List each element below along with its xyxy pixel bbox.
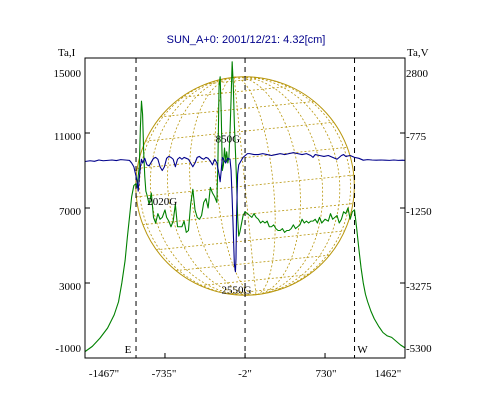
field-annotation: 2020G	[147, 196, 177, 208]
right-tick-labels: 2800 -775 -1250 -3275 -5300	[406, 68, 432, 355]
right-tick-label: -775	[406, 131, 427, 143]
annotations: 850G 2020G 2550G	[147, 133, 251, 296]
latitude-line	[227, 287, 284, 295]
left-tick-label: 7000	[59, 206, 82, 218]
field-annotation: 2550G	[222, 284, 252, 296]
x-tick-label: -2"	[238, 368, 252, 380]
right-axis-label: Ta,V	[407, 47, 429, 59]
left-tick-label: -1000	[55, 343, 81, 355]
left-tick-labels: 15000 11000 7000 3000 -1000	[54, 68, 82, 355]
right-tick-label: -3275	[406, 281, 432, 293]
latitude-line	[175, 254, 330, 271]
x-tick-labels: -1467" -735" -2" 730" 1462"	[89, 368, 401, 380]
left-tick-label: 11000	[54, 131, 82, 143]
x-tick-label: 1462"	[375, 368, 402, 380]
longitude-line	[234, 76, 276, 296]
longitude-line	[139, 76, 256, 296]
left-tick-label: 3000	[59, 281, 82, 293]
right-tick-label: -5300	[406, 343, 432, 355]
right-tick-label: 2800	[406, 68, 429, 80]
limb-marker-label: E	[125, 344, 132, 356]
x-tick-label: 730"	[316, 368, 337, 380]
series-line-green	[84, 61, 406, 353]
field-annotation: 850G	[216, 133, 241, 145]
chart-title: SUN_A+0: 2001/12/21: 4.32[cm]	[167, 34, 326, 46]
longitude-line	[234, 76, 301, 296]
longitude-line	[189, 76, 256, 296]
plot-frame	[84, 57, 406, 359]
x-tick-label: -1467"	[89, 368, 119, 380]
longitude-line	[234, 76, 341, 296]
limb-marker-label: W	[357, 344, 368, 356]
longitude-line	[167, 76, 256, 296]
latitude-line	[206, 77, 263, 85]
x-tick-label: -735"	[152, 368, 177, 380]
longitude-line	[234, 76, 324, 296]
left-tick-label: 15000	[54, 68, 82, 80]
longitude-line	[234, 76, 351, 296]
left-axis-label: Ta,I	[58, 47, 76, 59]
series-lines	[84, 61, 406, 353]
series-line-blue	[84, 152, 406, 273]
latitude-line	[145, 121, 334, 142]
right-tick-label: -1250	[406, 206, 432, 218]
latitude-line	[156, 230, 345, 251]
